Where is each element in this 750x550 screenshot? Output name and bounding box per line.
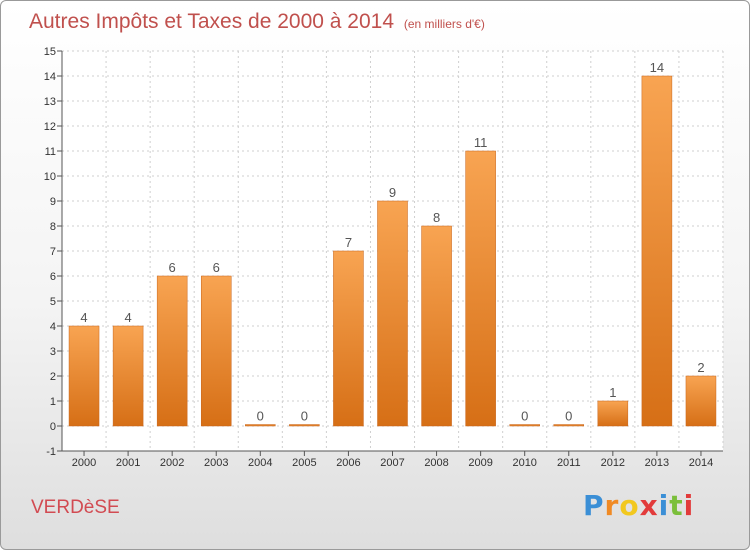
y-tick-label: 14 xyxy=(44,71,56,83)
proxiti-logo[interactable]: Proxiti xyxy=(583,489,694,522)
bar xyxy=(597,400,629,427)
data-label: 6 xyxy=(169,260,176,275)
bar xyxy=(641,75,673,427)
bar xyxy=(112,325,144,427)
bar xyxy=(289,424,320,427)
y-tick-label: 0 xyxy=(50,421,56,433)
x-tick-label: 2003 xyxy=(204,457,228,469)
y-tick-label: 11 xyxy=(45,146,56,158)
data-label: 7 xyxy=(345,235,352,250)
x-tick-label: 2002 xyxy=(160,457,184,469)
y-tick-label: 5 xyxy=(50,296,56,308)
y-tick-label: 9 xyxy=(50,196,56,208)
y-tick-label: 3 xyxy=(50,346,56,358)
logo-letter: x xyxy=(639,489,659,522)
y-tick-label: 7 xyxy=(50,246,56,258)
data-label: 0 xyxy=(301,409,308,424)
bar xyxy=(465,150,496,427)
chart-title-text: Autres Impôts et Taxes de 2000 à 2014 xyxy=(29,10,395,33)
y-tick-label: 4 xyxy=(50,321,56,333)
y-tick-label: 6 xyxy=(50,271,56,283)
data-label: 0 xyxy=(565,409,572,424)
chart-title: Autres Impôts et Taxes de 2000 à 2014 (e… xyxy=(29,9,485,37)
x-tick-label: 2012 xyxy=(601,457,625,469)
logo-letter: o xyxy=(619,489,640,522)
bar xyxy=(200,275,232,427)
y-tick-label: 15 xyxy=(44,46,56,58)
data-label: 2 xyxy=(697,360,704,375)
bar xyxy=(685,375,717,427)
y-tick-label: 2 xyxy=(50,371,56,383)
bar xyxy=(245,424,276,427)
data-label: 0 xyxy=(257,409,264,424)
city-name: VERDèSE xyxy=(31,497,120,518)
bar xyxy=(68,325,100,427)
bar xyxy=(156,275,188,427)
logo-letter: i xyxy=(658,489,670,522)
y-tick-label: 8 xyxy=(50,221,56,233)
x-tick-label: 2006 xyxy=(336,457,360,469)
data-label: 0 xyxy=(521,409,528,424)
x-tick-label: 2010 xyxy=(512,457,536,469)
bar xyxy=(553,424,585,427)
x-tick-label: 2004 xyxy=(248,457,272,469)
bar xyxy=(377,200,408,427)
data-label: 4 xyxy=(80,310,87,325)
x-tick-label: 2009 xyxy=(468,457,492,469)
x-tick-label: 2005 xyxy=(292,457,316,469)
x-tick-label: 2014 xyxy=(689,457,713,469)
y-tick-label: -1 xyxy=(46,446,56,458)
data-label: 14 xyxy=(650,60,664,75)
x-tick-label: 2011 xyxy=(557,457,581,469)
x-tick-label: 2001 xyxy=(116,457,140,469)
data-label: 8 xyxy=(433,210,440,225)
bar xyxy=(333,250,364,427)
logo-letter: t xyxy=(669,489,684,522)
x-tick-label: 2008 xyxy=(424,457,448,469)
data-label: 1 xyxy=(609,385,616,400)
bar xyxy=(421,225,452,427)
data-label: 4 xyxy=(124,310,131,325)
chart-unit: (en milliers d'€) xyxy=(403,17,485,31)
bar xyxy=(509,424,540,427)
y-tick-label: 13 xyxy=(44,96,56,108)
x-tick-label: 2007 xyxy=(380,457,404,469)
data-label: 11 xyxy=(474,135,488,150)
x-tick-label: 2000 xyxy=(72,457,96,469)
logo-letter: i xyxy=(683,489,695,522)
logo-letter: r xyxy=(604,489,620,522)
logo-letter: P xyxy=(583,489,605,522)
x-tick-label: 2013 xyxy=(645,457,669,469)
y-tick-label: 1 xyxy=(50,396,56,408)
data-label: 9 xyxy=(389,185,396,200)
y-tick-label: 10 xyxy=(44,171,56,183)
data-label: 6 xyxy=(213,260,220,275)
y-tick-label: 12 xyxy=(44,121,56,133)
